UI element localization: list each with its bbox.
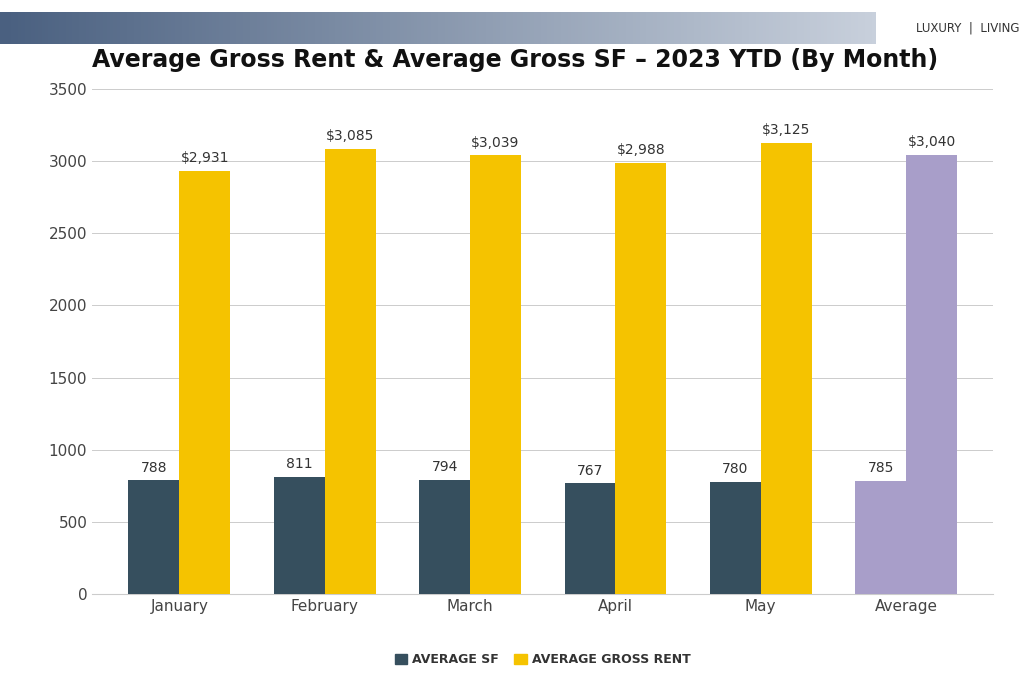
Text: $3,040: $3,040 bbox=[907, 135, 955, 150]
Text: $3,125: $3,125 bbox=[762, 123, 810, 137]
Text: 788: 788 bbox=[140, 460, 167, 475]
Text: 780: 780 bbox=[722, 462, 749, 476]
Bar bbox=[855, 481, 906, 594]
Bar bbox=[761, 143, 812, 594]
Text: $3,085: $3,085 bbox=[326, 129, 375, 143]
Bar bbox=[179, 171, 230, 594]
Text: 767: 767 bbox=[577, 464, 603, 477]
Bar bbox=[325, 149, 376, 594]
Bar bbox=[906, 155, 957, 594]
Bar bbox=[273, 477, 325, 594]
Text: $3,039: $3,039 bbox=[471, 136, 519, 150]
Text: $2,988: $2,988 bbox=[616, 143, 666, 157]
Bar bbox=[564, 484, 615, 594]
Text: $2,931: $2,931 bbox=[180, 151, 229, 165]
Text: Average Gross Rent & Average Gross SF – 2023 YTD (By Month): Average Gross Rent & Average Gross SF – … bbox=[92, 48, 938, 72]
Bar bbox=[128, 480, 179, 594]
Text: 785: 785 bbox=[867, 461, 894, 475]
Text: 794: 794 bbox=[431, 460, 458, 474]
Bar bbox=[419, 479, 470, 594]
Bar bbox=[470, 155, 521, 594]
Bar bbox=[615, 163, 667, 594]
Bar bbox=[710, 482, 761, 594]
Text: LUXURY  |  LIVING: LUXURY | LIVING bbox=[915, 21, 1020, 35]
Text: 811: 811 bbox=[286, 458, 312, 471]
Legend: AVERAGE SF, AVERAGE GROSS RENT: AVERAGE SF, AVERAGE GROSS RENT bbox=[395, 654, 690, 667]
